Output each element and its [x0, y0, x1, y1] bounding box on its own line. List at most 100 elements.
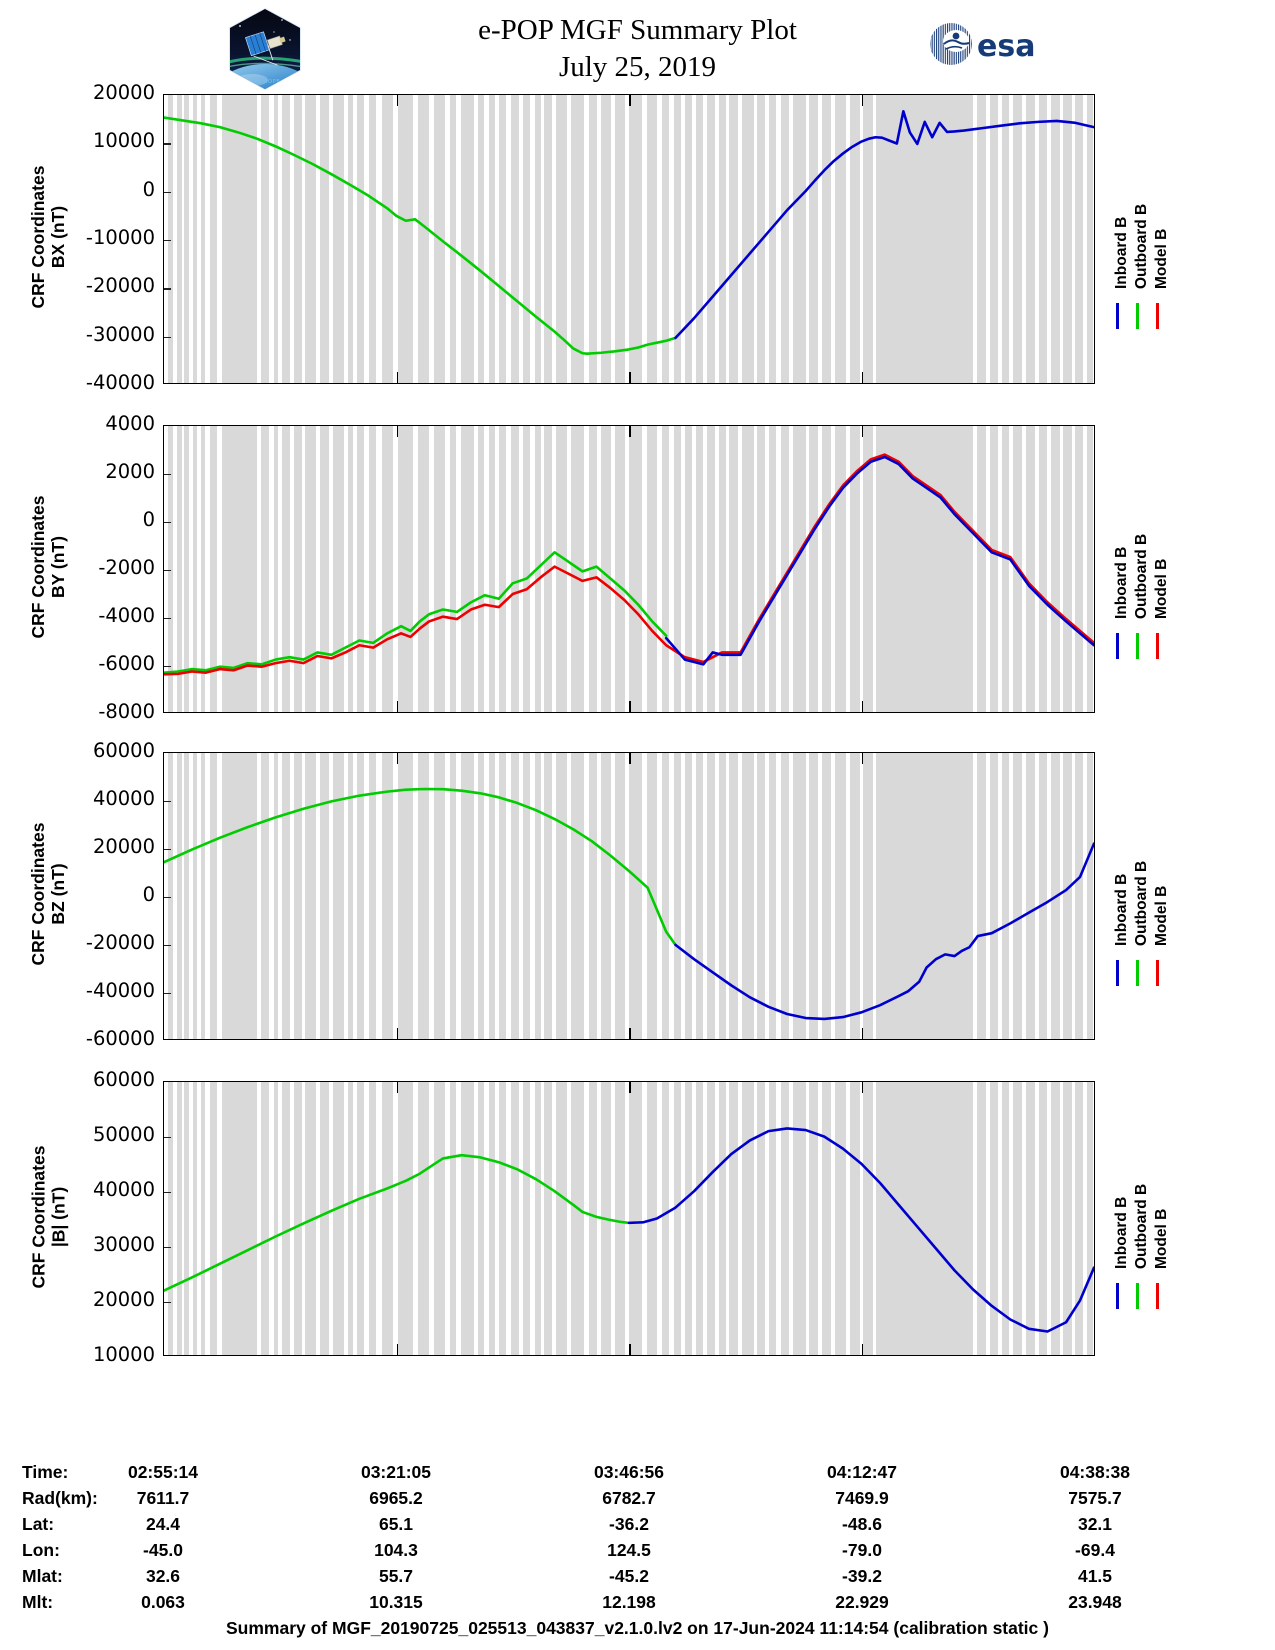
coverage-band — [201, 1082, 205, 1355]
coverage-band — [209, 1082, 217, 1355]
coverage-band — [989, 95, 999, 383]
coverage-band — [282, 1082, 291, 1355]
legend-label-model-b: Model B — [1153, 1208, 1170, 1269]
coverage-band — [780, 753, 789, 1039]
table-cell: 12.198 — [602, 1592, 656, 1612]
x-tick-mark — [861, 1082, 864, 1093]
coverage-band — [192, 753, 198, 1039]
coverage-band — [184, 95, 190, 383]
coverage-band — [192, 426, 198, 712]
coverage-band — [1075, 1082, 1083, 1355]
plot-area-bx — [163, 94, 1095, 384]
coverage-band — [792, 1082, 806, 1355]
coverage-band — [348, 426, 353, 712]
coverage-band — [282, 753, 291, 1039]
coverage-band — [282, 426, 291, 712]
coverage-band — [221, 95, 257, 383]
y-tick-label-bz-1: 40000 — [92, 787, 155, 810]
coverage-band — [729, 426, 738, 712]
coverage-band — [850, 1082, 860, 1355]
coverage-band — [1086, 95, 1094, 383]
coverage-band — [273, 426, 279, 712]
coverage-band — [357, 426, 364, 712]
x-tick-mark — [629, 1082, 631, 1093]
svg-text:CASSIOPE: CASSIOPE — [250, 79, 281, 85]
table-cell: 04:12:47 — [826, 1462, 898, 1482]
coverage-band — [673, 426, 682, 712]
y-tick-label-bx-5: -30000 — [85, 322, 155, 346]
y-tick-label-bz-3: 0 — [142, 883, 155, 906]
traces-bx — [164, 95, 1094, 383]
coverage-band — [629, 753, 643, 1039]
coverage-band — [571, 753, 585, 1039]
table-row: Lat: 24.4 65.1 -36.2 -48.6 32.1 — [0, 1514, 1275, 1540]
table-cell: 104.3 — [374, 1540, 418, 1560]
coverage-band — [646, 426, 657, 712]
y-axis-label-line2: |B| (nT) — [48, 1186, 68, 1247]
coverage-band — [729, 95, 738, 383]
coverage-band — [478, 426, 484, 712]
coverage-band — [460, 426, 474, 712]
coverage-band — [1063, 753, 1072, 1039]
coverage-band — [976, 95, 987, 383]
coverage-band — [707, 1082, 715, 1355]
y-tick-mark — [164, 288, 171, 290]
plot-area-by — [163, 425, 1095, 713]
coverage-band — [333, 1082, 345, 1355]
table-cell: 04:38:38 — [1059, 1462, 1131, 1482]
coverage-band — [478, 95, 484, 383]
x-tick-mark — [861, 372, 864, 383]
coverage-band — [673, 1082, 682, 1355]
x-tick-mark — [396, 753, 399, 764]
coverage-band — [522, 753, 531, 1039]
coverage-band — [305, 753, 316, 1039]
coverage-band — [757, 1082, 765, 1355]
coverage-band — [821, 426, 831, 712]
coverage-band — [1039, 1082, 1048, 1355]
coverage-band — [460, 1082, 474, 1355]
coverage-band — [510, 753, 520, 1039]
x-tick-mark — [629, 753, 631, 764]
trace-outboard-b — [164, 118, 587, 354]
coverage-band — [768, 1082, 776, 1355]
y-tick-mark — [164, 993, 171, 995]
coverage-band — [417, 1082, 430, 1355]
coverage-band — [544, 753, 552, 1039]
x-tick-mark — [861, 1344, 864, 1355]
coverage-band — [646, 1082, 657, 1355]
legend-swatch-model-b — [1156, 633, 1160, 659]
esa-wordmark: esa — [977, 29, 1035, 64]
coverage-band — [601, 426, 612, 712]
table-row: Lon: -45.0 104.3 124.5 -79.0 -69.4 — [0, 1540, 1275, 1566]
table-cell: -69.4 — [1075, 1540, 1115, 1560]
coverage-band — [1039, 426, 1048, 712]
y-tick-mark — [164, 336, 171, 339]
coverage-band — [544, 95, 552, 383]
coverage-band — [260, 95, 270, 383]
coverage-band — [629, 426, 643, 712]
coverage-band — [167, 1082, 174, 1355]
coverage-band — [488, 753, 496, 1039]
coverage-band — [1051, 426, 1060, 712]
y-tick-label-bmag-0: 60000 — [92, 1068, 155, 1091]
table-cell: 55.7 — [378, 1566, 414, 1586]
coverage-band — [707, 95, 715, 383]
coverage-band — [450, 1082, 457, 1355]
coverage-band — [1013, 95, 1023, 383]
y-tick-mark — [164, 897, 171, 899]
legend-swatch-model-b — [1156, 1282, 1160, 1309]
trace-outboard-b-cont- — [583, 1212, 630, 1223]
coverage-band — [695, 426, 704, 712]
coverage-band — [260, 753, 270, 1039]
coverage-band — [333, 753, 345, 1039]
coverage-band — [433, 426, 445, 712]
coverage-band — [273, 95, 279, 383]
coverage-band — [488, 95, 496, 383]
table-cell: 03:21:05 — [360, 1462, 432, 1482]
x-tick-mark — [861, 1028, 864, 1039]
coverage-band — [305, 426, 316, 712]
coverage-band — [273, 1082, 279, 1355]
coverage-band — [673, 95, 682, 383]
coverage-band — [460, 753, 474, 1039]
coverage-band — [167, 753, 174, 1039]
